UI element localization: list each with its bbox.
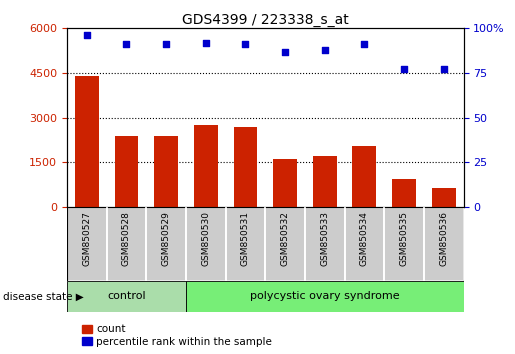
Bar bbox=[305, 207, 345, 281]
Point bbox=[400, 67, 408, 72]
Bar bbox=[424, 207, 464, 281]
Bar bbox=[345, 207, 384, 281]
Point bbox=[360, 41, 369, 47]
Point bbox=[123, 41, 131, 47]
Bar bbox=[233, 127, 258, 207]
Text: polycystic ovary syndrome: polycystic ovary syndrome bbox=[250, 291, 400, 302]
Text: disease state ▶: disease state ▶ bbox=[3, 291, 83, 302]
Bar bbox=[392, 179, 416, 207]
Bar bbox=[432, 188, 456, 207]
Text: GSM850529: GSM850529 bbox=[162, 211, 170, 266]
Title: GDS4399 / 223338_s_at: GDS4399 / 223338_s_at bbox=[182, 13, 349, 27]
Bar bbox=[186, 207, 226, 281]
Bar bbox=[194, 125, 218, 207]
Point bbox=[281, 49, 289, 55]
Text: GSM850527: GSM850527 bbox=[82, 211, 91, 266]
Bar bbox=[114, 136, 139, 207]
Text: control: control bbox=[107, 291, 146, 302]
Text: GSM850536: GSM850536 bbox=[439, 211, 448, 266]
Point bbox=[162, 41, 170, 47]
Point bbox=[440, 67, 448, 72]
Point bbox=[241, 41, 249, 47]
Bar bbox=[67, 281, 186, 312]
Bar bbox=[226, 207, 265, 281]
Bar bbox=[313, 156, 337, 207]
Legend: count, percentile rank within the sample: count, percentile rank within the sample bbox=[82, 324, 272, 347]
Bar bbox=[384, 207, 424, 281]
Text: GSM850528: GSM850528 bbox=[122, 211, 131, 266]
Point bbox=[202, 40, 210, 45]
Text: GSM850533: GSM850533 bbox=[320, 211, 329, 266]
Bar bbox=[146, 207, 186, 281]
Text: GSM850531: GSM850531 bbox=[241, 211, 250, 266]
Point bbox=[320, 47, 329, 53]
Bar bbox=[75, 76, 99, 207]
Bar bbox=[273, 159, 297, 207]
Bar bbox=[154, 136, 178, 207]
Bar bbox=[67, 207, 107, 281]
Text: GSM850535: GSM850535 bbox=[400, 211, 408, 266]
Text: GSM850530: GSM850530 bbox=[201, 211, 210, 266]
Bar bbox=[265, 207, 305, 281]
Bar bbox=[352, 146, 376, 207]
Point bbox=[82, 33, 91, 38]
Text: GSM850532: GSM850532 bbox=[281, 211, 289, 266]
Text: GSM850534: GSM850534 bbox=[360, 211, 369, 266]
Bar bbox=[186, 281, 464, 312]
Bar bbox=[107, 207, 146, 281]
